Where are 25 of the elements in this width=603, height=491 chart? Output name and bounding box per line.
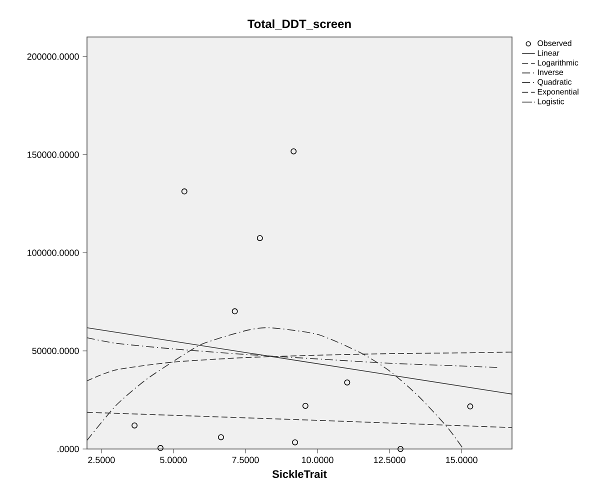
y-tick-label: 50000.0000 bbox=[32, 348, 79, 354]
x-tick-label: 2.5000 bbox=[88, 456, 115, 464]
point bbox=[132, 422, 138, 428]
x-tick-label: 5.0000 bbox=[160, 456, 187, 464]
point bbox=[302, 402, 308, 409]
chart-title: Total_DDT_screen bbox=[248, 19, 351, 30]
x-tick-label: 12.5000 bbox=[374, 456, 406, 464]
x-tick-label: 7.5000 bbox=[232, 456, 259, 464]
point bbox=[232, 308, 238, 314]
point bbox=[398, 446, 404, 452]
y-tick-label: .0000 bbox=[58, 446, 79, 452]
point bbox=[256, 235, 263, 242]
point bbox=[344, 380, 350, 386]
point bbox=[181, 188, 188, 194]
x-tick-label: 10.0000 bbox=[302, 456, 334, 464]
point bbox=[218, 434, 224, 440]
point bbox=[467, 403, 474, 410]
x-axis-title: SickleTrait bbox=[272, 470, 327, 478]
point bbox=[290, 148, 297, 154]
point bbox=[292, 439, 298, 446]
point bbox=[157, 445, 164, 452]
y-tick-label: 150000.0000 bbox=[28, 152, 79, 158]
y-tick-label: 100000.0000 bbox=[28, 250, 79, 256]
x-tick-label: 15.0000 bbox=[446, 456, 478, 464]
y-tick-label: 200000.0000 bbox=[27, 53, 79, 60]
